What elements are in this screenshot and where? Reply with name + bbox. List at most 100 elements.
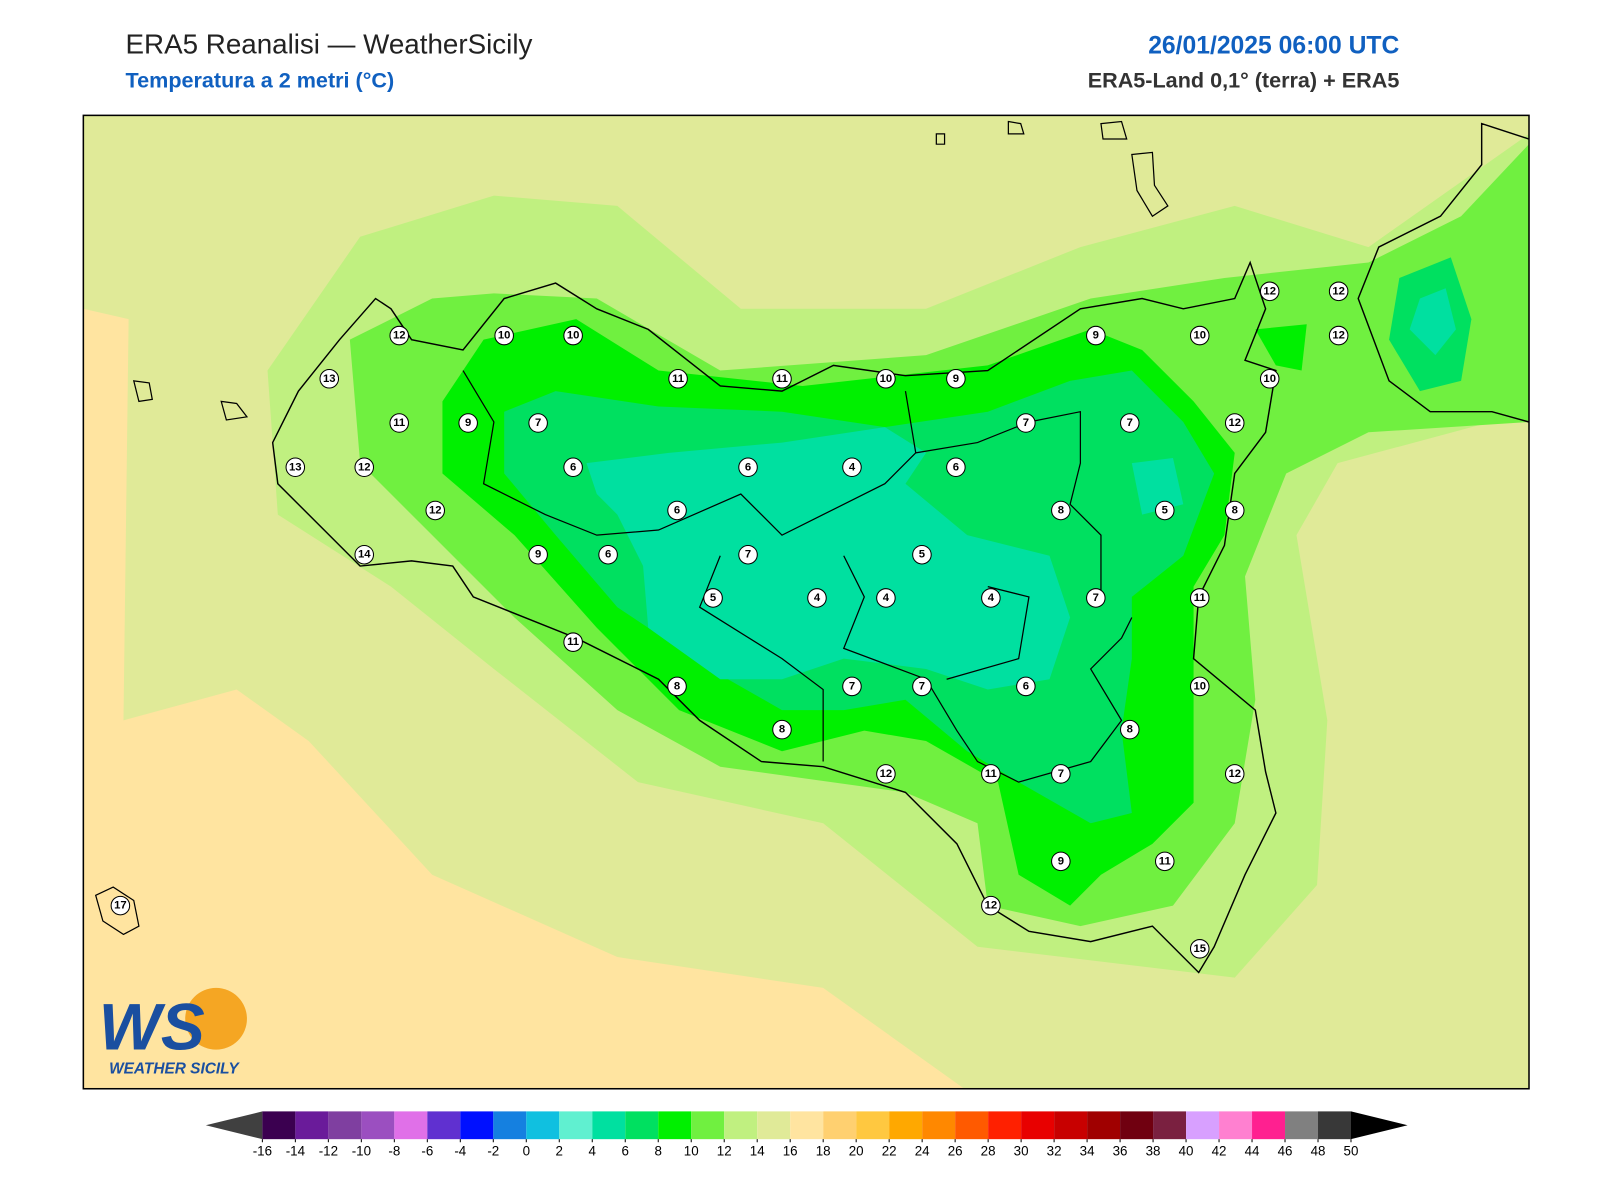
station-marker xyxy=(981,764,1001,784)
station-marker xyxy=(772,369,792,389)
colorbar-tick-label: 2 xyxy=(556,1144,563,1159)
station-value: 12 xyxy=(1263,285,1276,297)
station-value: 4 xyxy=(814,592,821,604)
station-marker xyxy=(667,500,687,521)
colorbar-bin xyxy=(1153,1111,1187,1140)
colorbar-tick-label: 44 xyxy=(1245,1144,1260,1159)
station-value: 5 xyxy=(1162,504,1168,516)
station-value: 11 xyxy=(985,768,997,780)
colorbar: -16 -14 -12 -10 -8 -6 -4 -2 0 2 4 6 8 10 12 14 16 18 20 22 2… xyxy=(205,1111,1408,1159)
colorbar-bin xyxy=(493,1111,527,1140)
colorbar-tick-label: 40 xyxy=(1179,1144,1194,1159)
colorbar-tick-label: 38 xyxy=(1146,1144,1161,1159)
colorbar-tick-label: 30 xyxy=(1014,1144,1029,1159)
colorbar-bin xyxy=(724,1111,758,1140)
colorbar-tick-label: 34 xyxy=(1080,1144,1095,1159)
station-marker xyxy=(1328,325,1349,346)
colorbar-tick-label: 12 xyxy=(717,1144,732,1159)
station-marker xyxy=(1016,413,1036,433)
station-marker xyxy=(354,457,375,478)
station-value: 4 xyxy=(849,461,856,473)
colorbar-bin xyxy=(955,1111,989,1140)
title: ERA5 Reanalisi — WeatherSicily xyxy=(126,29,533,60)
station-value: 10 xyxy=(1193,330,1206,342)
station-value: 13 xyxy=(289,461,302,473)
station-marker xyxy=(494,325,514,346)
station-value: 12 xyxy=(393,330,406,342)
station-marker xyxy=(1120,413,1140,433)
station-marker xyxy=(528,413,548,433)
station-marker xyxy=(1051,764,1071,784)
colorbar-tick-label: -10 xyxy=(352,1144,371,1159)
colorbar-bin xyxy=(427,1111,461,1140)
colorbar-bin xyxy=(295,1111,329,1140)
colorbar-bin xyxy=(823,1111,857,1140)
station-marker xyxy=(1189,588,1210,608)
station-marker xyxy=(842,676,862,697)
stations: 12 10 10 13 11 9 7 13 12 6 6 4 6 12 6 14 9 6 7 5 5 4 4 4 11 8 7 7 6 8… xyxy=(110,281,1349,959)
colorbar-bin xyxy=(1087,1111,1121,1140)
colorbar-tick-label: -8 xyxy=(388,1144,400,1159)
colorbar-tick-label: -2 xyxy=(487,1144,499,1159)
colorbar-bin xyxy=(1318,1111,1351,1140)
station-marker xyxy=(876,369,896,389)
colorbar-tick-label: 28 xyxy=(981,1144,996,1159)
station-marker xyxy=(912,544,932,565)
colorbar-tick-label: 36 xyxy=(1113,1144,1128,1159)
colorbar-tick-label: 24 xyxy=(915,1144,930,1159)
station-value: 15 xyxy=(1193,943,1206,955)
logo-mark: WS xyxy=(99,990,205,1064)
station-value: 10 xyxy=(880,373,893,385)
colorbar-tick-label: 16 xyxy=(783,1144,798,1159)
colorbar-tick-label: 20 xyxy=(849,1144,864,1159)
colorbar-bin xyxy=(1252,1111,1286,1140)
station-value: 12 xyxy=(1332,330,1345,342)
station-marker xyxy=(667,676,687,697)
station-value: 5 xyxy=(919,549,925,561)
station-marker xyxy=(1154,500,1175,521)
station-marker xyxy=(563,457,583,478)
colorbar-tick-label: 18 xyxy=(816,1144,831,1159)
station-marker xyxy=(563,325,583,346)
station-value: 9 xyxy=(465,417,471,429)
station-value: 5 xyxy=(710,592,716,604)
colorbar-tick-label: 10 xyxy=(684,1144,699,1159)
colorbar-tick-label: -16 xyxy=(253,1144,272,1159)
station-value: 8 xyxy=(779,724,785,736)
station-marker xyxy=(668,369,688,389)
station-value: 10 xyxy=(1193,680,1206,692)
station-marker xyxy=(1086,588,1106,608)
station-value: 12 xyxy=(880,768,893,780)
colorbar-tick-label: 22 xyxy=(882,1144,897,1159)
station-marker xyxy=(1224,764,1245,784)
station-value: 4 xyxy=(883,592,890,604)
colorbar-tick-label: 8 xyxy=(655,1144,662,1159)
station-marker xyxy=(738,544,758,565)
colorbar-bin xyxy=(856,1111,890,1140)
station-marker xyxy=(389,413,410,433)
station-marker xyxy=(981,588,1001,608)
station-value: 8 xyxy=(1232,504,1238,516)
station-marker xyxy=(876,764,896,784)
colorbar-bin xyxy=(1219,1111,1253,1140)
station-marker xyxy=(772,719,792,740)
subtitle: Temperatura a 2 metri (°C) xyxy=(126,68,395,93)
station-value: 8 xyxy=(1127,724,1133,736)
colorbar-bin xyxy=(1021,1111,1055,1140)
station-marker xyxy=(1051,500,1071,521)
colorbar-bin xyxy=(889,1111,923,1140)
station-value: 7 xyxy=(745,549,751,561)
station-marker xyxy=(981,895,1001,916)
colorbar-tick-label: 42 xyxy=(1212,1144,1227,1159)
colorbar-bin xyxy=(988,1111,1022,1140)
station-value: 7 xyxy=(1058,768,1064,780)
station-value: 6 xyxy=(570,461,576,473)
colorbar-tick-label: 14 xyxy=(750,1144,765,1159)
colorbar-bin xyxy=(559,1111,593,1140)
colorbar-bin xyxy=(790,1111,824,1140)
station-value: 6 xyxy=(605,549,611,561)
station-marker xyxy=(1328,281,1349,302)
station-value: 7 xyxy=(1023,417,1029,429)
station-value: 12 xyxy=(985,900,998,912)
